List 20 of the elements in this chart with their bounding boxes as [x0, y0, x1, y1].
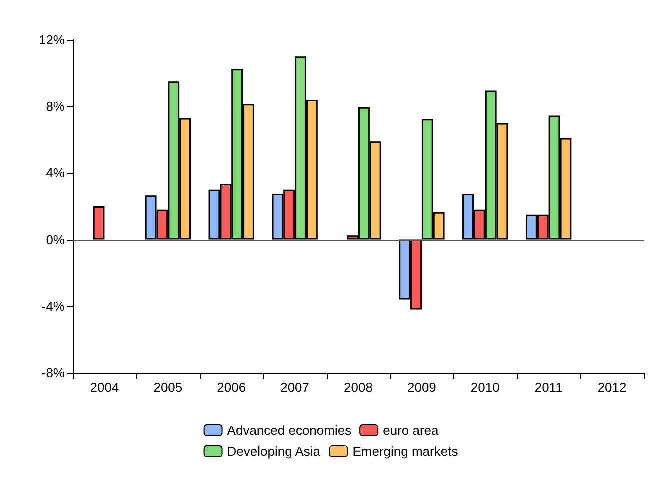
y-tick-label: -4% [42, 298, 66, 314]
x-tick-label: 2004 [90, 380, 120, 395]
x-tick-label: 2009 [407, 380, 436, 395]
legend-label: Emerging markets [352, 444, 459, 459]
x-tick-label: 2011 [534, 380, 563, 395]
legend-label: Advanced economies [227, 423, 352, 438]
x-tick-label: 2006 [217, 380, 246, 395]
y-tick-label: 0% [46, 232, 66, 248]
x-tick-label: 2010 [470, 380, 500, 395]
bar [93, 206, 105, 240]
legend-label: euro area [383, 423, 440, 438]
x-tick-label: 2007 [280, 380, 310, 395]
y-tick-label: 12% [38, 32, 66, 48]
x-tick-label: 2008 [344, 380, 373, 395]
y-tick-label: 8% [46, 99, 66, 114]
legend-label: Developing Asia [227, 444, 322, 459]
y-tick-label: -8% [42, 366, 66, 380]
x-tick-label: 2012 [598, 380, 627, 395]
y-tick-label: 4% [46, 166, 66, 181]
x-tick-label: 2005 [154, 380, 183, 395]
